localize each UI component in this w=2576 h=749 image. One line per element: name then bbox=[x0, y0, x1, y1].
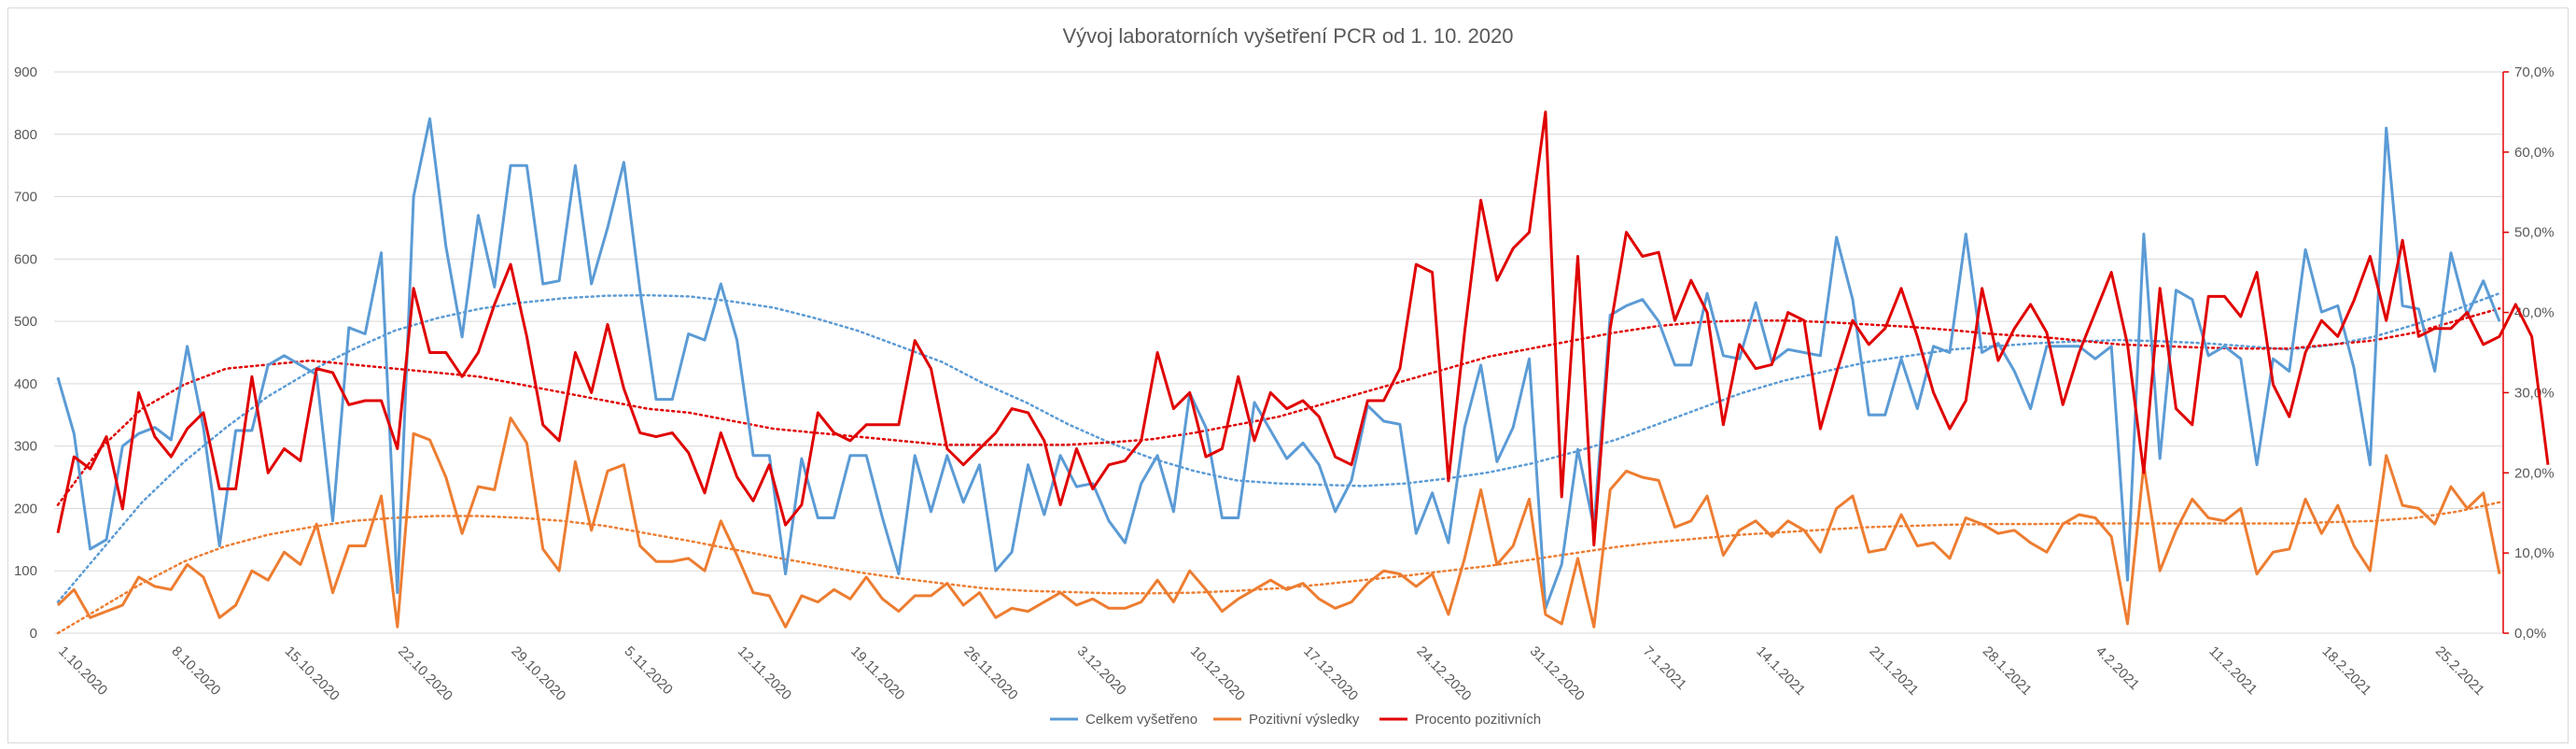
x-tick-label: 14.1.2021 bbox=[1753, 643, 1808, 699]
y-left-tick-label: 300 bbox=[14, 439, 37, 455]
x-tick-label: 19.11.2020 bbox=[847, 643, 907, 703]
legend: Celkem vyšetřeno Pozitivní výsledky Procen… bbox=[1050, 712, 1541, 728]
x-tick-label: 5.11.2020 bbox=[622, 643, 676, 698]
legend-label: Pozitivní výsledky bbox=[1249, 712, 1360, 728]
x-tick-label: 21.1.2021 bbox=[1867, 643, 1922, 699]
x-tick-label: 22.10.2020 bbox=[395, 643, 455, 704]
x-tick-label: 15.10.2020 bbox=[282, 643, 343, 704]
series-line bbox=[56, 117, 2501, 610]
y-left-tick-label: 200 bbox=[14, 501, 37, 516]
gridlines bbox=[54, 71, 2503, 634]
x-tick-label: 1.10.2020 bbox=[55, 643, 110, 699]
x-tick-label: 12.11.2020 bbox=[735, 643, 794, 703]
x-tick-label: 11.2.2021 bbox=[2205, 643, 2260, 698]
y-left-tick-label: 700 bbox=[14, 190, 37, 205]
x-tick-label: 10.12.2020 bbox=[1187, 643, 1248, 704]
y-left-tick-label: 800 bbox=[14, 127, 37, 143]
y-right-tick-label: 0,0% bbox=[2514, 626, 2546, 642]
trendline bbox=[56, 501, 2501, 635]
y-right-tick-label: 50,0% bbox=[2514, 225, 2555, 241]
y-left-tick-label: 500 bbox=[14, 314, 37, 330]
x-tick-label: 17.12.2020 bbox=[1300, 643, 1361, 704]
x-tick-label: 3.12.2020 bbox=[1074, 643, 1129, 699]
y-left-tick-label: 0 bbox=[30, 626, 37, 642]
chart-title: Vývoj laboratorních vyšetření PCR od 1. … bbox=[1062, 24, 1514, 48]
legend-label: Procento pozitivních bbox=[1415, 712, 1541, 728]
x-tick-label: 31.12.2020 bbox=[1527, 643, 1588, 704]
y-left-tick-label: 400 bbox=[14, 376, 37, 392]
y-right-tick-label: 30,0% bbox=[2514, 385, 2555, 401]
trendline bbox=[56, 307, 2501, 506]
y-right-tick-label: 70,0% bbox=[2514, 64, 2555, 80]
y-left-tick-label: 900 bbox=[14, 64, 37, 80]
y-left-tick-label: 100 bbox=[14, 563, 37, 579]
series-line bbox=[56, 417, 2501, 629]
y-right-tick-label: 10,0% bbox=[2514, 545, 2555, 561]
legend-label: Celkem vyšetřeno bbox=[1085, 712, 1197, 728]
y-right-tick-label: 40,0% bbox=[2514, 305, 2555, 321]
series-lines bbox=[56, 110, 2550, 629]
chart-frame bbox=[7, 7, 2569, 743]
x-tick-label: 18.2.2021 bbox=[2319, 643, 2374, 699]
x-tick-label: 4.2.2021 bbox=[2093, 643, 2142, 693]
x-tick-label: 8.10.2020 bbox=[168, 643, 223, 699]
x-tick-label: 26.11.2020 bbox=[960, 643, 1020, 703]
y-right-tick-label: 20,0% bbox=[2514, 465, 2555, 481]
x-tick-label: 7.1.2021 bbox=[1640, 643, 1689, 693]
x-tick-label: 24.12.2020 bbox=[1413, 643, 1474, 704]
series-line bbox=[56, 110, 2550, 547]
x-tick-label: 29.10.2020 bbox=[508, 643, 568, 704]
y-right-tick-label: 60,0% bbox=[2514, 145, 2555, 161]
x-tick-label: 25.2.2021 bbox=[2432, 643, 2487, 699]
y-left-tick-label: 600 bbox=[14, 251, 37, 267]
x-tick-label: 28.1.2021 bbox=[1980, 643, 2035, 699]
